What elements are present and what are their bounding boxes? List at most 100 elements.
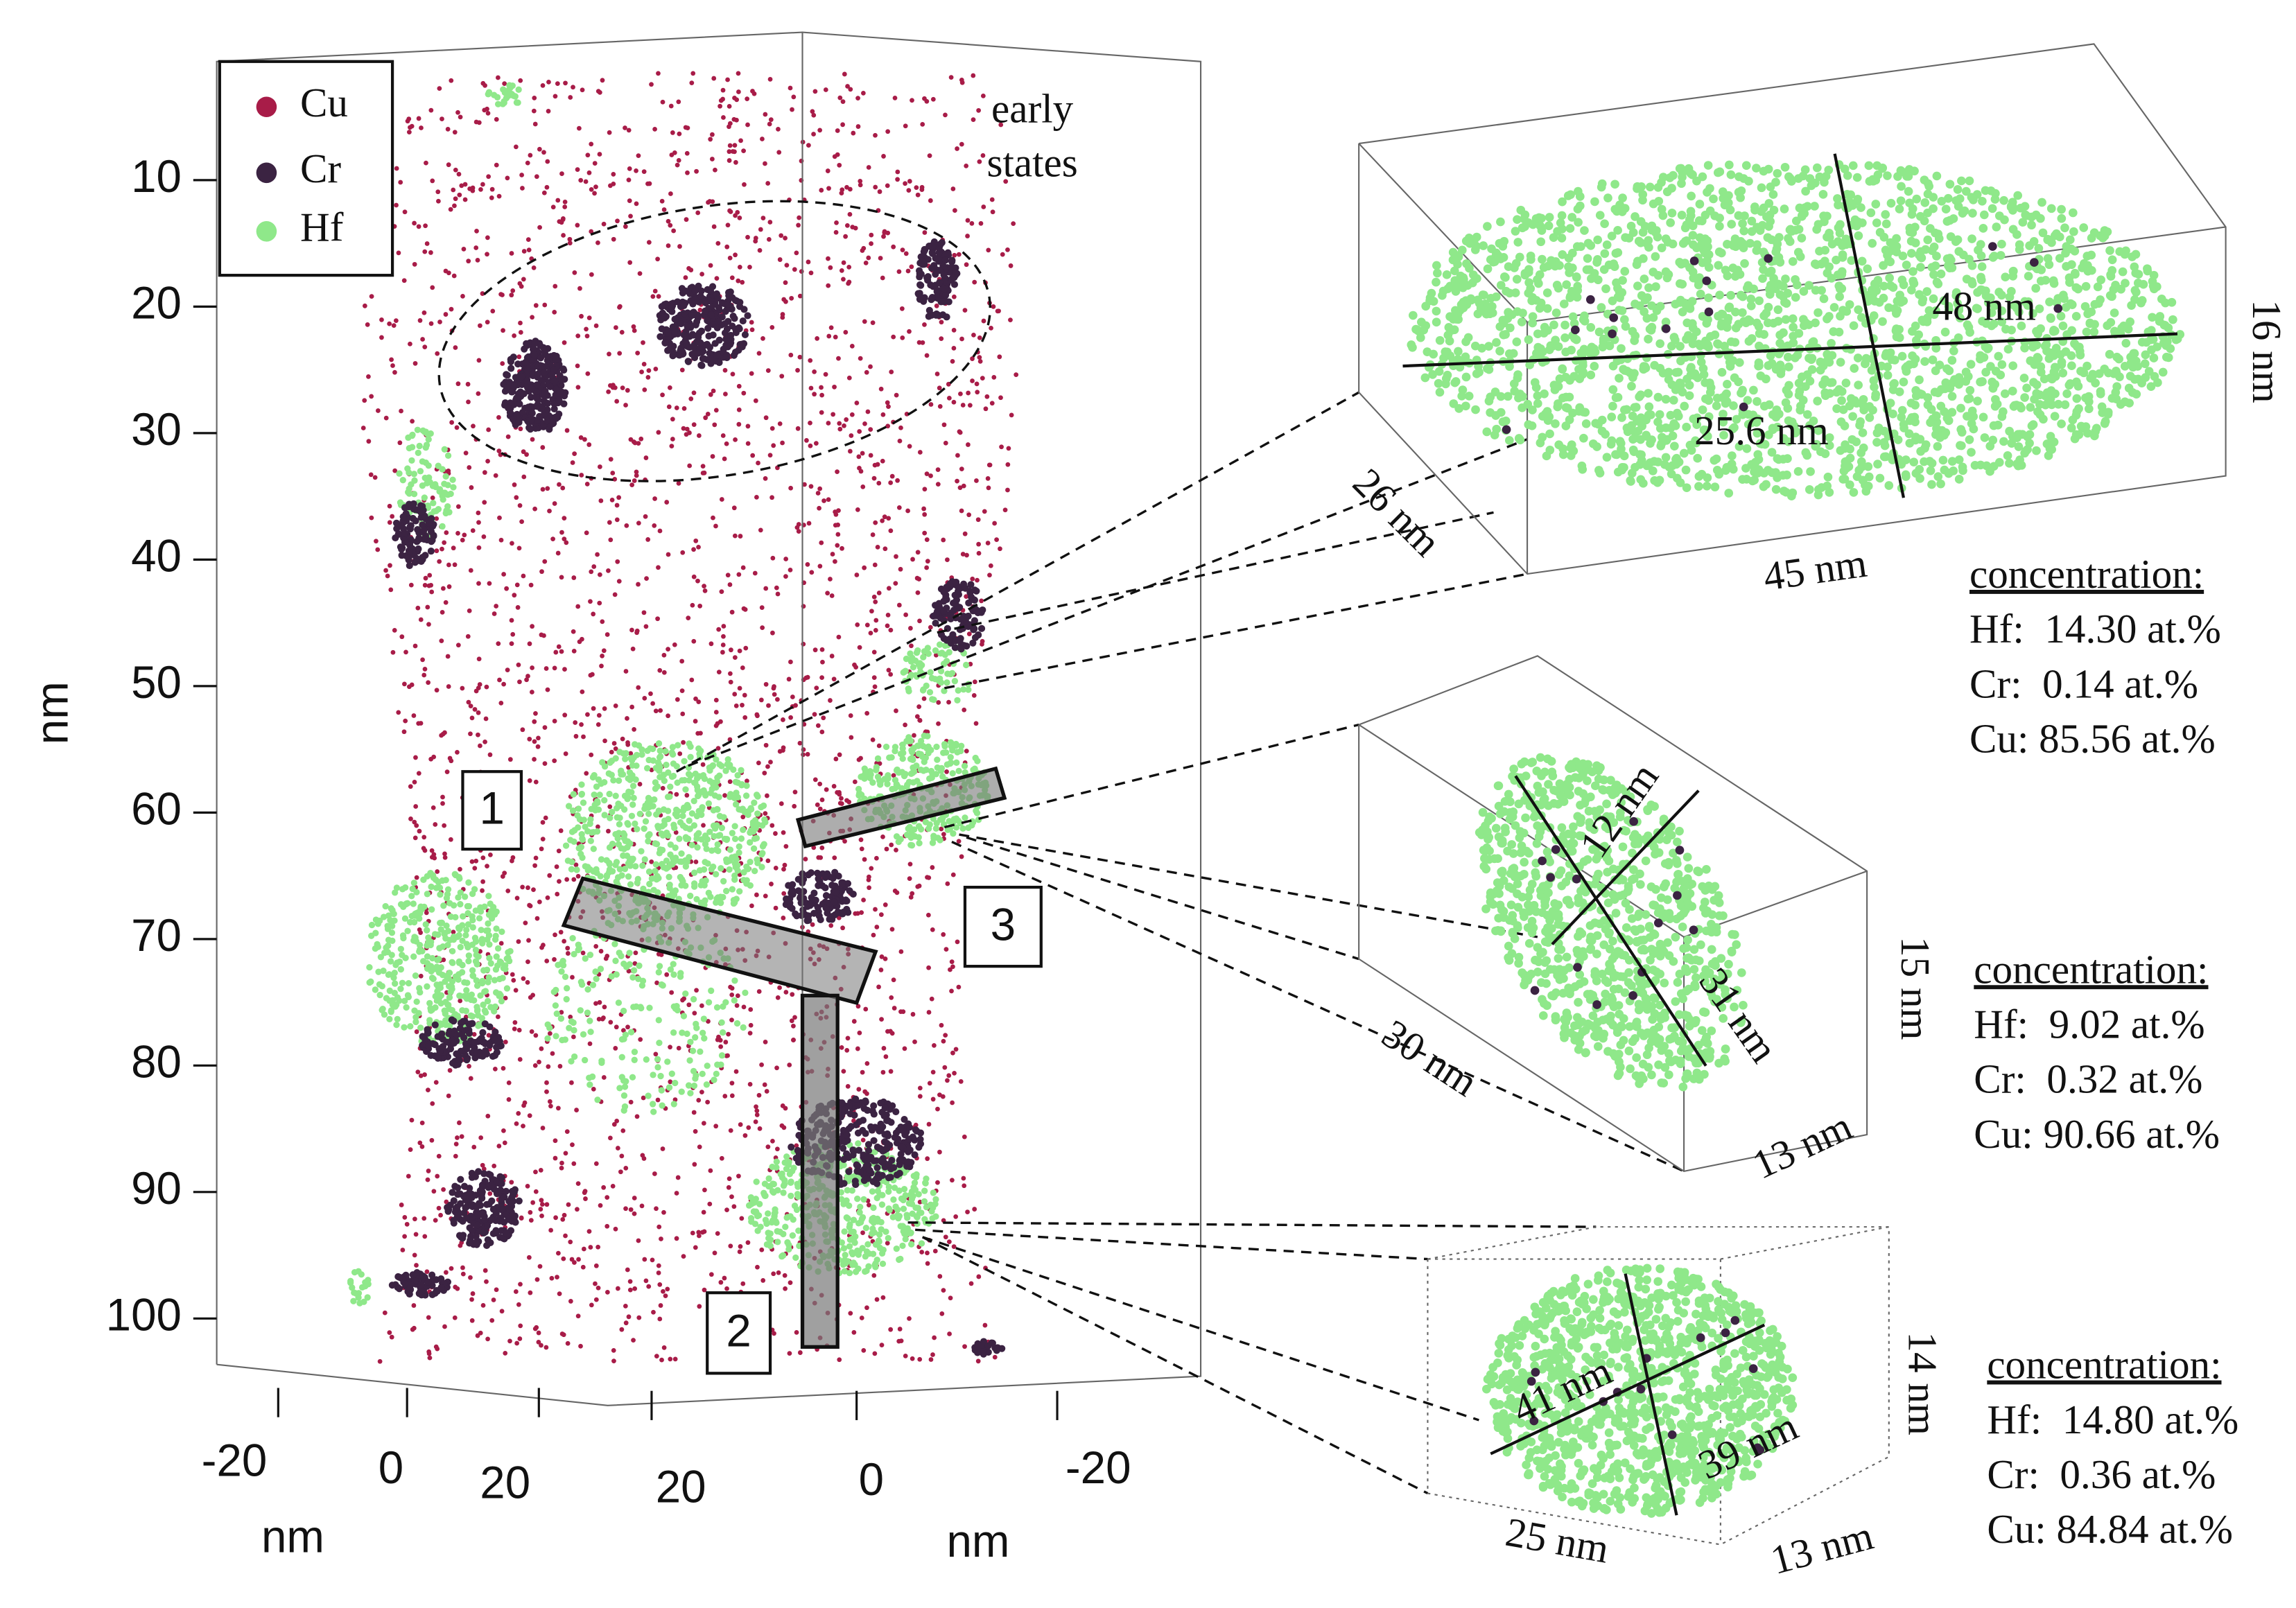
atom (485, 459, 490, 464)
atom (631, 324, 636, 329)
atom (832, 855, 837, 861)
atom (408, 125, 412, 130)
atom (575, 873, 581, 879)
atom (445, 654, 451, 659)
atom (685, 1082, 693, 1089)
atom (528, 995, 533, 1000)
atom (547, 508, 552, 514)
atom (509, 82, 516, 89)
atom (431, 1189, 437, 1194)
atom (449, 758, 454, 764)
atom (898, 1338, 904, 1344)
atom (899, 306, 905, 311)
atom (482, 1009, 489, 1016)
atom (650, 701, 656, 706)
atom (489, 186, 495, 192)
atom (692, 779, 699, 787)
atom (578, 781, 585, 788)
atom (876, 743, 882, 749)
atom (731, 1204, 737, 1209)
atom (721, 115, 726, 120)
atom (957, 485, 963, 491)
atom (539, 945, 544, 950)
atom (534, 396, 542, 403)
atom (469, 859, 475, 864)
atom (589, 569, 594, 575)
atom (541, 150, 546, 155)
atom (493, 473, 498, 478)
atom (582, 1190, 587, 1196)
atom (749, 327, 755, 333)
atom (937, 1149, 942, 1155)
atom (670, 437, 675, 442)
atom (625, 716, 629, 721)
atom (952, 252, 957, 258)
atom (838, 1239, 845, 1246)
atom (659, 1102, 666, 1109)
atom (727, 158, 732, 163)
atom (772, 1331, 776, 1336)
atom (442, 851, 447, 857)
atom (573, 733, 579, 739)
atom (466, 259, 471, 264)
atom (562, 842, 570, 849)
atom (851, 130, 856, 136)
atom (624, 820, 631, 827)
atom (941, 1288, 946, 1293)
atom (908, 755, 916, 762)
atom (907, 1316, 912, 1321)
atom (779, 233, 784, 238)
atom (472, 866, 478, 871)
atom (962, 308, 968, 313)
atom (458, 114, 463, 120)
atom (571, 1161, 577, 1166)
atom (397, 986, 404, 993)
atom (974, 478, 979, 483)
atom (655, 1097, 661, 1103)
atom (621, 866, 629, 873)
atom (721, 624, 727, 629)
atom (482, 1268, 488, 1273)
atom (763, 742, 769, 748)
atom (540, 820, 546, 825)
atom (682, 786, 689, 793)
atom (513, 988, 519, 993)
atom (950, 1178, 955, 1183)
atom (917, 450, 923, 455)
atom (950, 1100, 955, 1106)
atom (801, 641, 806, 647)
atom (621, 1083, 629, 1090)
atom (559, 365, 567, 373)
atom (664, 1058, 671, 1065)
atom (607, 351, 611, 357)
atom (650, 1257, 655, 1263)
atom (442, 823, 447, 828)
atom (718, 865, 724, 872)
atom (728, 984, 733, 990)
atom (709, 779, 716, 786)
atom (433, 1080, 439, 1085)
atom (628, 213, 633, 219)
atom (932, 1043, 937, 1048)
atom (756, 989, 762, 994)
atom (650, 294, 656, 299)
atom (521, 573, 526, 579)
atom (992, 521, 998, 526)
atom (898, 425, 903, 430)
atom (454, 425, 460, 430)
atom (881, 234, 886, 239)
atom (649, 1101, 656, 1108)
atom (720, 893, 727, 901)
atom (727, 104, 732, 109)
atom (763, 475, 768, 481)
atom (545, 895, 550, 900)
atom (1008, 263, 1014, 268)
atom (943, 761, 951, 768)
atom (714, 276, 720, 281)
atom (850, 1216, 858, 1223)
atom (907, 876, 912, 881)
atom (553, 1215, 558, 1221)
atom (649, 82, 654, 87)
atom (571, 629, 576, 634)
atom (528, 1218, 534, 1223)
